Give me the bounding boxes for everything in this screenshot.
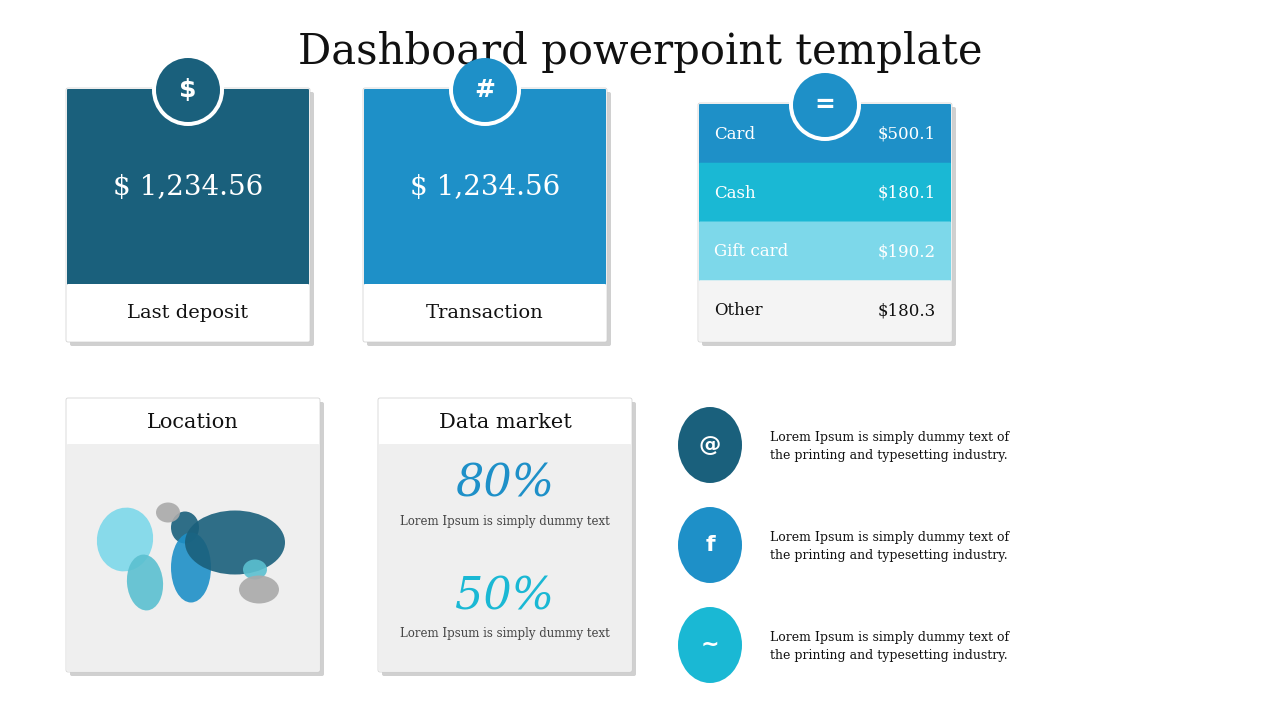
Text: Other: Other [714, 302, 763, 319]
Text: $500.1: $500.1 [878, 126, 936, 143]
FancyBboxPatch shape [379, 444, 631, 671]
Circle shape [156, 58, 220, 122]
FancyBboxPatch shape [699, 163, 951, 223]
Text: the printing and typesetting industry.: the printing and typesetting industry. [771, 649, 1007, 662]
Ellipse shape [243, 559, 268, 580]
FancyBboxPatch shape [378, 398, 632, 672]
Text: Card: Card [714, 126, 755, 143]
Text: ~: ~ [700, 635, 719, 655]
FancyBboxPatch shape [364, 88, 607, 342]
Text: Lorem Ipsum is simply dummy text of: Lorem Ipsum is simply dummy text of [771, 531, 1009, 544]
FancyBboxPatch shape [67, 398, 320, 672]
Text: f: f [705, 535, 714, 555]
Text: Transaction: Transaction [426, 304, 544, 322]
Circle shape [788, 69, 861, 141]
Text: Last deposit: Last deposit [128, 304, 248, 322]
FancyBboxPatch shape [67, 284, 308, 341]
Circle shape [152, 54, 224, 126]
Text: =: = [814, 93, 836, 117]
Ellipse shape [156, 503, 180, 523]
Ellipse shape [127, 554, 163, 611]
Ellipse shape [239, 575, 279, 603]
FancyBboxPatch shape [364, 89, 605, 286]
Text: Lorem Ipsum is simply dummy text: Lorem Ipsum is simply dummy text [401, 628, 609, 641]
FancyBboxPatch shape [379, 399, 631, 446]
Ellipse shape [678, 507, 742, 583]
Text: Gift card: Gift card [714, 243, 788, 261]
FancyBboxPatch shape [699, 222, 951, 282]
Ellipse shape [97, 508, 154, 572]
FancyBboxPatch shape [698, 103, 952, 342]
FancyBboxPatch shape [701, 107, 956, 346]
Circle shape [794, 73, 858, 137]
FancyBboxPatch shape [364, 284, 605, 341]
Text: $ 1,234.56: $ 1,234.56 [113, 174, 264, 201]
FancyBboxPatch shape [367, 92, 611, 346]
Ellipse shape [678, 407, 742, 483]
Text: $180.1: $180.1 [878, 184, 936, 202]
FancyBboxPatch shape [67, 89, 308, 286]
Ellipse shape [186, 510, 285, 575]
Text: Lorem Ipsum is simply dummy text of: Lorem Ipsum is simply dummy text of [771, 631, 1009, 644]
Text: @: @ [699, 435, 721, 455]
FancyBboxPatch shape [67, 88, 310, 342]
FancyBboxPatch shape [699, 280, 951, 341]
Text: the printing and typesetting industry.: the printing and typesetting industry. [771, 449, 1007, 462]
Text: $180.3: $180.3 [878, 302, 936, 319]
Text: Cash: Cash [714, 184, 755, 202]
Text: Data market: Data market [439, 413, 571, 432]
FancyBboxPatch shape [70, 402, 324, 676]
Circle shape [453, 58, 517, 122]
FancyBboxPatch shape [67, 444, 319, 671]
Ellipse shape [172, 533, 211, 603]
FancyBboxPatch shape [67, 399, 319, 446]
Ellipse shape [678, 607, 742, 683]
Text: 80%: 80% [456, 463, 554, 506]
Ellipse shape [172, 511, 198, 544]
FancyBboxPatch shape [381, 402, 636, 676]
Text: $ 1,234.56: $ 1,234.56 [410, 174, 561, 201]
Text: Location: Location [147, 413, 239, 432]
FancyBboxPatch shape [70, 92, 314, 346]
Text: $: $ [179, 78, 197, 102]
Text: Dashboard powerpoint template: Dashboard powerpoint template [298, 31, 982, 73]
Text: the printing and typesetting industry.: the printing and typesetting industry. [771, 549, 1007, 562]
Circle shape [449, 54, 521, 126]
Text: 50%: 50% [456, 575, 554, 618]
Text: $190.2: $190.2 [878, 243, 936, 261]
Text: #: # [475, 78, 495, 102]
FancyBboxPatch shape [699, 104, 951, 165]
Text: Lorem Ipsum is simply dummy text: Lorem Ipsum is simply dummy text [401, 515, 609, 528]
Text: Lorem Ipsum is simply dummy text of: Lorem Ipsum is simply dummy text of [771, 431, 1009, 444]
